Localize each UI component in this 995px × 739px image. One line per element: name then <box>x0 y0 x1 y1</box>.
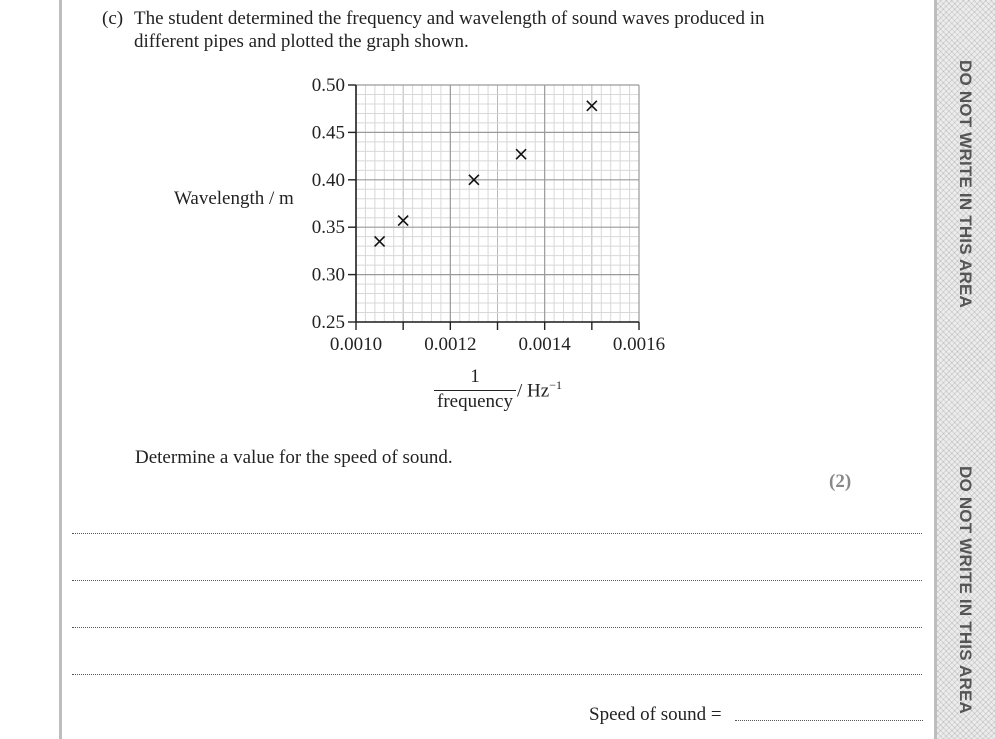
data-points <box>374 100 598 247</box>
data-point-stroke <box>374 235 386 247</box>
y-tick-label: 0.25 <box>312 312 345 333</box>
x-tick-label: 0.0016 <box>613 334 665 355</box>
y-tick-label: 0.45 <box>312 122 345 143</box>
data-point-stroke <box>468 174 480 186</box>
axes <box>348 84 640 330</box>
data-point <box>515 148 527 160</box>
x-axis-label-unit: / Hz−1 <box>517 378 562 402</box>
margin-strip: DO NOT WRITE IN THIS AREA DO NOT WRITE I… <box>934 0 995 739</box>
data-point <box>586 100 598 112</box>
question-line-1: The student determined the frequency and… <box>134 8 765 29</box>
data-point <box>468 174 480 186</box>
x-axis-label-fraction: 1 frequency <box>434 366 516 413</box>
answer-line-4[interactable] <box>72 674 922 675</box>
speed-answer-label: Speed of sound = <box>589 704 722 725</box>
x-axis-unit-exponent: −1 <box>549 378 562 392</box>
answer-prompt: Determine a value for the speed of sound… <box>135 447 453 468</box>
y-tick-label: 0.35 <box>312 217 345 238</box>
answer-line-3[interactable] <box>72 627 922 628</box>
grid-major <box>355 84 640 323</box>
left-margin-rule <box>59 0 62 739</box>
data-point-stroke <box>515 148 527 160</box>
y-tick-label: 0.40 <box>312 170 345 191</box>
tick-labels: 0.25 0.30 0.35 0.40 0.45 0.50 0.0010 0.0012 0.00… <box>312 75 665 355</box>
question-part-label: (c) <box>102 8 124 29</box>
margin-notice-bottom: DO NOT WRITE IN THIS AREA <box>956 466 975 715</box>
y-tick-label: 0.30 <box>312 265 345 286</box>
margin-notice-top: DO NOT WRITE IN THIS AREA <box>956 60 975 309</box>
x-tick-label: 0.0014 <box>519 334 572 355</box>
data-point-stroke <box>397 214 409 227</box>
question-line-2: different pipes and plotted the graph sh… <box>134 31 469 52</box>
x-tick-label: 0.0010 <box>330 334 382 355</box>
data-point <box>374 235 386 247</box>
y-axis-label: Wavelength / m <box>174 188 294 209</box>
data-point-stroke <box>397 214 409 227</box>
x-tick-label: 0.0012 <box>424 334 476 355</box>
data-point-stroke <box>374 235 386 247</box>
answer-line-2[interactable] <box>72 580 922 581</box>
x-axis-label-numerator: 1 <box>434 366 516 391</box>
question-text: (c) The student determined the frequency … <box>102 7 862 53</box>
answer-line-1[interactable] <box>72 533 922 534</box>
data-point <box>397 214 409 227</box>
x-axis-label-denominator: frequency <box>437 391 513 412</box>
y-tick-label: 0.50 <box>312 75 345 96</box>
grid-minor <box>356 85 639 322</box>
speed-answer-line[interactable] <box>735 720 923 721</box>
x-axis-unit-text: / Hz <box>517 380 550 402</box>
data-point-stroke <box>515 148 527 160</box>
data-point-stroke <box>468 174 480 186</box>
data-point-stroke <box>586 100 598 112</box>
data-point-stroke <box>586 100 598 112</box>
marks-indicator: (2) <box>829 471 852 492</box>
